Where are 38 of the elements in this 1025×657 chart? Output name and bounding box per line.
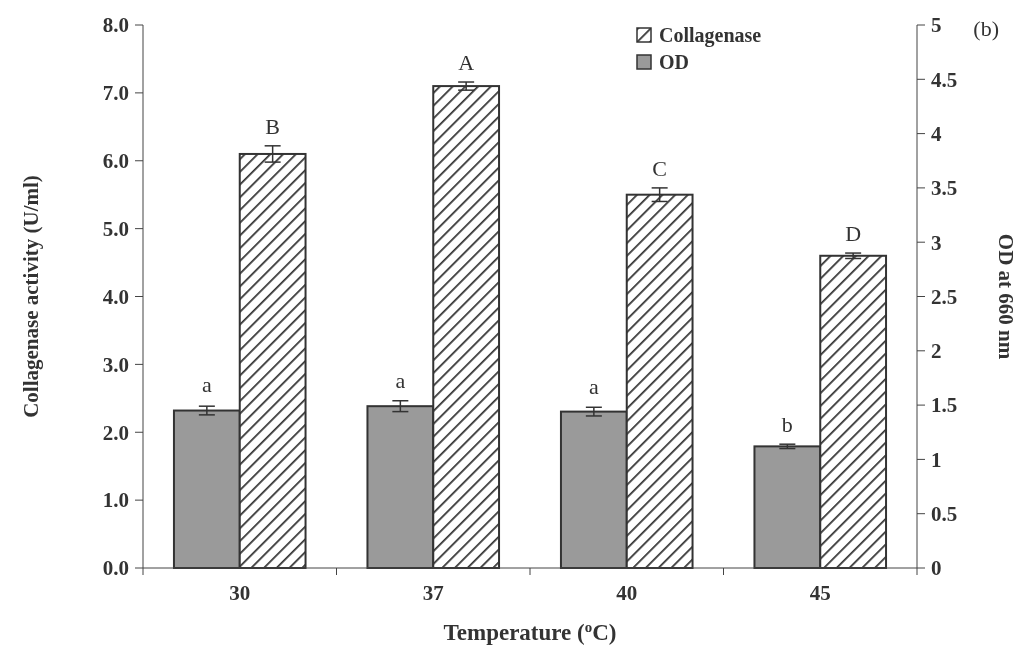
annotation: A (458, 50, 475, 76)
y-axis-title: Collagenase activity (U/ml) (19, 175, 43, 418)
y2-tick-label: 2 (931, 339, 942, 364)
y2-axis-title: OD at 660 nm (994, 233, 1018, 360)
annotation: b (781, 411, 793, 437)
legend-label: Collagenase (659, 24, 762, 47)
y2-tick-label: 4.5 (931, 67, 958, 92)
annotation: D (845, 221, 862, 247)
annotation: B (265, 113, 280, 139)
y-tick-label: 5.0 (102, 216, 129, 241)
x-tick-label: 30 (229, 581, 251, 605)
y2-tick-label: 3.5 (931, 176, 958, 201)
y-tick-label: 8.0 (102, 13, 129, 38)
y-tick-label: 4.0 (102, 284, 129, 309)
y2-tick-label: 2.5 (931, 284, 958, 309)
y-tick-label: 1.0 (102, 488, 129, 513)
annotation: a (588, 373, 599, 399)
y2-tick-label: 4 (931, 121, 942, 146)
y-tick-label: 3.0 (102, 352, 129, 377)
y-tick-label: 0.0 (102, 556, 129, 581)
x-tick-label: 45 (809, 581, 831, 605)
text: (b) (973, 16, 999, 41)
x-tick-label: 37 (422, 581, 444, 605)
y2-tick-label: 0.5 (931, 502, 958, 527)
annotation: a (395, 368, 406, 394)
x-tick-label: 40 (616, 581, 638, 605)
y2-tick-label: 0 (931, 556, 942, 581)
y2-tick-label: 5 (931, 13, 942, 38)
x-axis-title: Temperature ($^{o}$C) (443, 619, 617, 645)
annotation: a (201, 372, 212, 398)
y2-tick-label: 3 (931, 230, 942, 255)
y-tick-label: 7.0 (102, 81, 129, 106)
y-tick-label: 6.0 (102, 149, 129, 174)
annotation: C (652, 155, 667, 181)
y2-tick-label: 1.5 (931, 393, 958, 418)
y-tick-label: 2.0 (102, 420, 129, 445)
legend-label: OD (659, 51, 689, 73)
y2-tick-label: 1 (931, 447, 942, 472)
